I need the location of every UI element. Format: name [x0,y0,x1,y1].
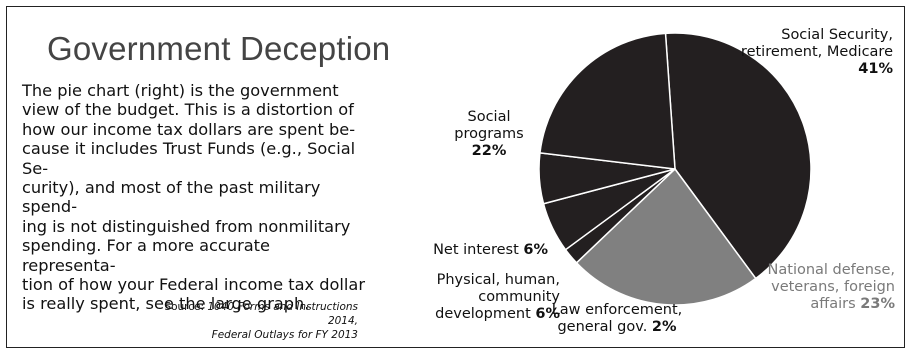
slice-label-text: Social programs [454,109,524,142]
slice-label-text: National defense, veterans, foreign affa… [767,262,895,312]
description-text: The pie chart (right) is the government … [22,81,366,314]
slice-value-label: 23% [860,296,895,312]
slice-value-label: 22% [471,143,507,159]
slice-value-label: 2% [651,319,677,335]
page-title: Government Deception [47,30,391,67]
source-line-2: Federal Outlays for FY 2013 [211,329,358,341]
slice-value-label: 41% [858,61,893,77]
slice-label-physical-human: Physical, human, community development 6… [392,272,560,323]
slice-value-label: 6% [535,306,560,322]
slice-label-text: Law enforcement, general gov. [551,302,683,335]
source-note: Source: 1040 Forms and Instructions 2014… [140,300,358,342]
slice-label-national-defense: National defense, veterans, foreign affa… [757,262,895,313]
slice-value-label: 6% [523,242,548,258]
slice-label-text: Net interest [433,242,519,258]
slice-social-programs [539,32,676,170]
source-prefix: Source: [164,301,205,313]
slice-label-social-programs: Social programs 22% [448,109,530,160]
slice-label-text: Social Security, retirement, Medicare [740,27,893,60]
slice-label-law-enforcement: Law enforcement, general gov. 2% [547,302,687,336]
slice-label-net-interest: Net interest 6% [418,242,548,259]
slice-social-security [664,32,812,280]
slice-national-defense [575,168,757,306]
slice-label-social-security: Social Security, retirement, Medicare 41… [703,27,893,78]
slice-label-text: Physical, human, community development [435,272,560,322]
source-line-1: 1040 Forms and Instructions 2014, [207,301,358,327]
